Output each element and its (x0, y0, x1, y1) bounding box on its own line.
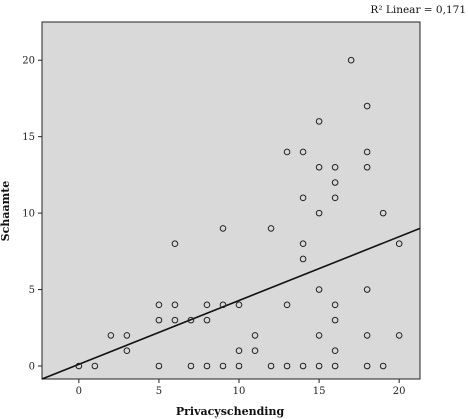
x-tick-label: 10 (233, 386, 246, 397)
data-point (75, 362, 83, 370)
data-point (379, 209, 387, 217)
y-tick-label: 15 (22, 132, 35, 143)
data-point (395, 240, 403, 247)
x-tick-label: 0 (76, 386, 82, 397)
data-point (331, 347, 339, 355)
r-squared-annotation: R² Linear = 0,171 (370, 4, 466, 16)
x-axis-title: Privacyschending (176, 405, 285, 418)
data-point (235, 362, 243, 370)
data-point (187, 362, 195, 370)
x-axis-ticks: 0 5 10 15 20 (76, 379, 406, 397)
data-point (363, 102, 371, 110)
data-point (363, 163, 371, 171)
data-point (379, 362, 387, 370)
data-point (299, 362, 307, 370)
data-point (123, 347, 131, 355)
data-point (187, 316, 195, 324)
data-point (315, 209, 323, 217)
data-point (251, 332, 259, 339)
x-tick-label: 20 (393, 386, 406, 397)
data-point (363, 362, 371, 370)
data-point (251, 347, 259, 355)
y-tick-label: 5 (29, 285, 35, 296)
data-point (299, 255, 307, 263)
data-point (363, 286, 371, 293)
data-point (203, 316, 211, 324)
data-point (219, 301, 227, 309)
data-point (155, 362, 163, 370)
data-point (347, 56, 355, 64)
data-point (331, 163, 339, 171)
data-point (315, 332, 323, 339)
data-point (123, 332, 131, 339)
data-point (267, 362, 275, 370)
data-point (363, 332, 371, 339)
data-point (203, 301, 211, 309)
x-tick-label: 15 (313, 386, 326, 397)
y-tick-label: 0 (29, 362, 35, 373)
data-point (91, 362, 99, 370)
data-point (331, 362, 339, 370)
data-point (331, 301, 339, 309)
data-point (363, 148, 371, 156)
y-axis-ticks: 0 5 10 15 20 (22, 56, 42, 373)
y-tick-label: 20 (22, 56, 35, 67)
data-point (315, 118, 323, 125)
fit-line-layer (41, 227, 421, 380)
data-point (395, 332, 403, 339)
data-point (155, 301, 163, 309)
data-point (315, 163, 323, 171)
data-point (315, 362, 323, 370)
data-point (331, 194, 339, 202)
y-tick-label: 10 (22, 209, 35, 220)
data-point (171, 240, 179, 247)
data-points-layer (75, 56, 403, 370)
data-point (283, 362, 291, 370)
data-point (155, 316, 163, 324)
data-point (219, 225, 227, 232)
data-point (283, 148, 291, 156)
data-point (299, 240, 307, 247)
data-point (299, 148, 307, 156)
data-point (267, 225, 275, 232)
fit-line (41, 227, 421, 380)
data-point (283, 301, 291, 309)
data-point (203, 362, 211, 370)
plot-background (41, 21, 421, 380)
data-point (219, 362, 227, 370)
y-axis-title: Schaamte (0, 181, 12, 242)
data-point (107, 332, 115, 339)
x-tick-label: 5 (156, 386, 162, 397)
data-point (235, 301, 243, 309)
data-point (299, 194, 307, 202)
data-point (331, 316, 339, 324)
data-point (171, 316, 179, 324)
data-point (315, 286, 323, 293)
data-point (235, 347, 243, 355)
data-point (331, 179, 339, 186)
data-point (171, 301, 179, 309)
